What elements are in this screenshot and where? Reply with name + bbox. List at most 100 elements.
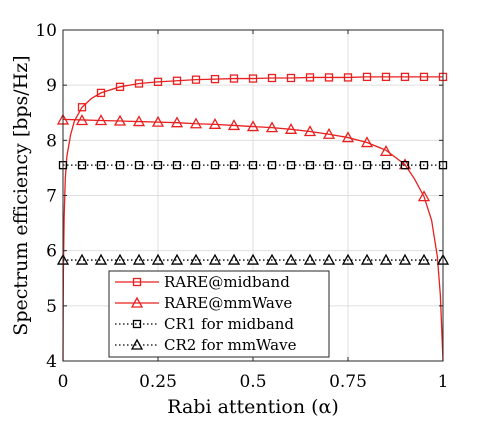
legend-label: CR1 for midband (164, 315, 294, 333)
series-marker (286, 73, 296, 83)
series-marker (284, 253, 298, 265)
series-marker (94, 253, 108, 265)
series-marker (227, 253, 241, 265)
legend-label: CR2 for mmWave (164, 336, 297, 354)
series-marker (94, 114, 108, 126)
series-marker (400, 72, 410, 82)
series-marker (170, 253, 184, 265)
series-marker (77, 161, 87, 170)
series-marker (248, 74, 258, 83)
series-marker (115, 82, 125, 91)
series-marker (210, 161, 220, 170)
series-marker (360, 136, 374, 148)
series-marker (322, 253, 336, 265)
y-tick-label: 5 (46, 297, 57, 317)
series-marker (132, 253, 146, 265)
x-tick-label: 0.5 (239, 372, 266, 392)
series-marker (284, 122, 298, 134)
series-marker (151, 253, 165, 265)
series-marker (341, 131, 355, 143)
legend-marker (130, 338, 144, 350)
series-marker (246, 253, 260, 265)
series-marker (132, 115, 146, 127)
series-marker (248, 161, 258, 170)
series-marker (208, 117, 222, 129)
series-marker (267, 161, 277, 170)
legend: RARE@midband RARE@mmWave CR1 for midband CR… (108, 270, 330, 358)
series-marker (189, 117, 203, 129)
series-marker (115, 161, 125, 170)
y-tick-label: 10 (35, 21, 57, 41)
series-marker (360, 253, 374, 265)
legend-label: RARE@midband (164, 273, 290, 291)
series-marker (341, 253, 355, 265)
series-marker (77, 103, 87, 112)
x-tick-label: 1 (438, 372, 449, 392)
series-marker (96, 88, 106, 98)
y-tick-label: 4 (46, 352, 57, 372)
x-axis-label: Rabi attention (α) (167, 396, 339, 418)
series-marker (134, 79, 144, 88)
series-marker (75, 253, 89, 265)
series-marker (170, 116, 184, 128)
y-tick-label: 9 (46, 76, 57, 96)
series-marker (398, 253, 412, 265)
series-marker (417, 253, 431, 265)
series-marker (381, 161, 391, 170)
series-marker (381, 72, 391, 82)
series-marker (265, 253, 279, 265)
series-marker (191, 75, 201, 84)
series-marker (324, 73, 334, 82)
series-marker (419, 161, 429, 170)
series-layer (56, 72, 450, 362)
series-marker (419, 72, 429, 82)
series-line (62, 76, 443, 362)
series-marker (343, 73, 353, 82)
series-marker (134, 161, 144, 170)
series-marker (172, 161, 182, 170)
series-marker (172, 76, 182, 85)
series-marker (113, 114, 127, 126)
series-marker (153, 161, 163, 170)
y-axis-label: Spectrum efficiency [bps/Hz] (10, 55, 32, 335)
series-marker (189, 253, 203, 265)
series-marker (322, 127, 336, 139)
y-tick-label: 6 (46, 242, 57, 262)
series-marker (303, 125, 317, 137)
series-marker (113, 253, 127, 265)
series-marker (246, 120, 260, 132)
series-marker (153, 77, 163, 87)
series-marker (305, 161, 315, 170)
x-tick-label: 0 (58, 372, 69, 392)
series-marker (324, 161, 334, 170)
series-marker (265, 121, 279, 133)
legend-marker (130, 296, 144, 308)
series-marker (400, 161, 410, 170)
series-marker (379, 253, 393, 265)
series-marker (96, 161, 106, 170)
series-marker (229, 74, 239, 83)
series-marker (417, 190, 431, 202)
series-marker (305, 73, 315, 82)
series-marker (227, 119, 241, 131)
series-marker (191, 161, 201, 170)
series-marker (151, 115, 165, 127)
series-marker (379, 145, 393, 157)
series-marker (362, 72, 372, 82)
series-marker (75, 114, 89, 126)
ticks: 0 0.25 0.5 0.75 1 4 5 6 7 8 9 10 (35, 21, 448, 392)
series-marker (362, 161, 372, 170)
series-marker (267, 73, 277, 83)
legend-box (108, 270, 330, 358)
series-marker (229, 161, 239, 170)
series-3 (58, 161, 448, 170)
legend-label: RARE@mmWave (164, 294, 292, 312)
legend-marker (132, 277, 142, 287)
series-marker (343, 161, 353, 170)
series-line (62, 118, 444, 362)
series-marker (210, 74, 220, 84)
series-marker (303, 253, 317, 265)
x-tick-label: 0.25 (139, 372, 177, 392)
